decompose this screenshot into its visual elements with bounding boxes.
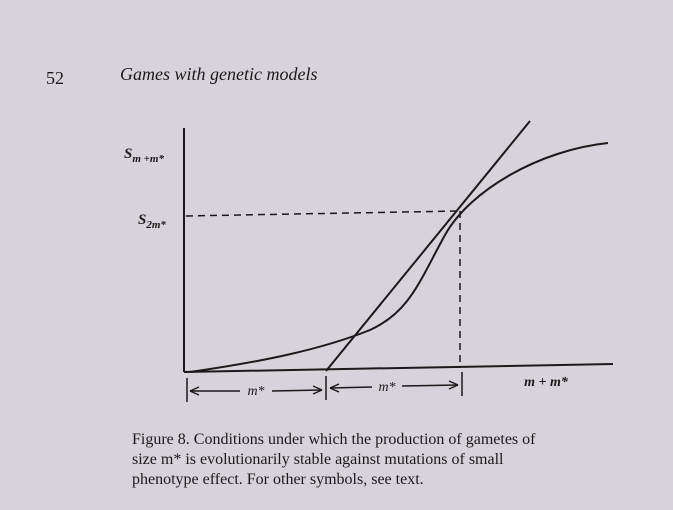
x-label: m* [378, 380, 395, 395]
y-label: S2m* [138, 212, 166, 231]
y-label: Sm +m* [124, 146, 164, 165]
curve [189, 142, 609, 373]
x-label: m* [247, 384, 264, 399]
y-label-base: S [124, 146, 132, 162]
caption-line: phenotype effect. For other symbols, see… [132, 471, 424, 488]
arrowheads [189, 380, 459, 396]
caption-line: size m* is evolutionarily stable against… [132, 451, 504, 468]
running-head: Games with genetic models [120, 64, 317, 84]
page-number: 52 [46, 68, 64, 88]
dimension-line [401, 384, 459, 387]
dimension-line [329, 386, 373, 389]
diagram [183, 120, 614, 402]
x-axis [183, 363, 614, 373]
y-label-base: S [138, 212, 146, 228]
tangent-line [325, 120, 531, 372]
dashed-horizontal [185, 210, 461, 217]
dimension-line [271, 389, 323, 392]
y-label-sub: m +m* [132, 153, 164, 165]
caption-line: Figure 8. Conditions under which the pro… [132, 431, 536, 448]
x-label: m + m* [524, 375, 569, 390]
y-label-sub: 2m* [145, 219, 166, 231]
